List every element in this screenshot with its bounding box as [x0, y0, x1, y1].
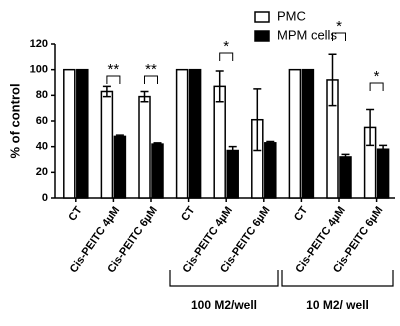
y-tick-label: 20	[36, 166, 48, 178]
bar	[100, 90, 114, 199]
significance-bracket	[144, 75, 158, 84]
significance-label: *	[223, 38, 229, 55]
bar	[138, 95, 151, 199]
y-tick-label: 80	[36, 89, 48, 101]
significance-bracket	[332, 32, 346, 41]
y-tick-label: 40	[36, 141, 48, 153]
error-bar	[366, 108, 375, 147]
error-bar	[140, 90, 149, 103]
bar	[151, 143, 164, 199]
legend-label: MPM cells	[277, 27, 337, 42]
error-bar	[341, 153, 350, 161]
y-tick-label: 60	[36, 115, 48, 127]
legend-swatch	[254, 30, 270, 42]
group-bracket	[281, 270, 394, 287]
error-bar	[153, 142, 162, 147]
significance-label: *	[336, 18, 342, 35]
x-tick-label: CT	[179, 204, 197, 223]
error-bar	[228, 145, 237, 156]
legend-label: PMC	[277, 8, 306, 23]
significance-label: **	[145, 61, 157, 78]
error-bar	[328, 53, 337, 107]
bar	[301, 68, 315, 199]
legend-swatch	[254, 11, 270, 23]
y-tick-label: 120	[30, 38, 48, 50]
significance-bracket	[106, 75, 121, 84]
bar	[188, 68, 202, 199]
significance-label: **	[108, 61, 120, 78]
y-tick-label: 100	[30, 64, 48, 76]
bar	[339, 156, 352, 199]
bar	[113, 135, 127, 199]
error-bar	[379, 144, 388, 154]
bar	[213, 85, 226, 199]
significance-bracket	[369, 82, 384, 91]
bar	[175, 68, 189, 199]
error-bar	[253, 88, 262, 152]
y-axis-title: % of control	[7, 83, 22, 158]
group-label: 10 M2/ well	[306, 298, 369, 312]
x-tick-label: CT	[292, 204, 310, 223]
bar	[76, 68, 89, 199]
bar	[226, 149, 239, 199]
bar	[288, 68, 302, 199]
x-tick-label: CT	[66, 204, 84, 223]
bar	[63, 68, 76, 199]
y-tick-label: 0	[42, 192, 48, 204]
bar	[264, 142, 277, 199]
group-bracket	[169, 270, 279, 287]
group-label: 100 M2/well	[191, 298, 257, 312]
bar	[376, 148, 390, 199]
significance-bracket	[219, 52, 234, 61]
significance-label: *	[374, 68, 380, 85]
error-bar	[215, 70, 224, 103]
error-bar	[266, 140, 275, 145]
error-bar	[115, 134, 124, 139]
error-bar	[102, 85, 111, 98]
